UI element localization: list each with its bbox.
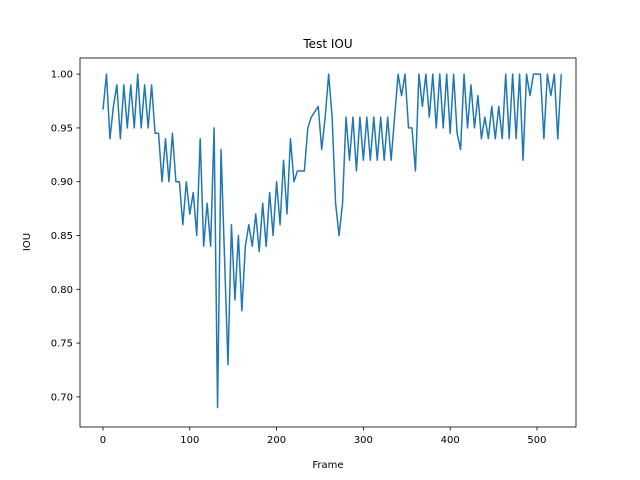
- x-tick-label: 100: [180, 435, 199, 446]
- y-tick-label: 0.95: [51, 123, 73, 134]
- x-axis-label: Frame: [312, 460, 343, 471]
- x-tick-label: 500: [527, 435, 546, 446]
- y-axis-label: IOU: [22, 233, 33, 251]
- plot-frame: [79, 57, 577, 428]
- y-tick-label: 0.90: [51, 177, 73, 188]
- y-tick-label: 0.75: [51, 339, 73, 350]
- x-tick-label: 400: [441, 435, 460, 446]
- y-tick-label: 0.85: [51, 231, 73, 242]
- y-tick-label: 0.80: [51, 285, 73, 296]
- x-tick-label: 200: [267, 435, 286, 446]
- x-tick-label: 300: [354, 435, 373, 446]
- x-tick-label: 0: [100, 435, 106, 446]
- line-series: [102, 73, 562, 409]
- y-tick-label: 1.00: [51, 70, 73, 81]
- y-tick-label: 0.70: [51, 392, 73, 403]
- chart-title: Test IOU: [302, 37, 352, 51]
